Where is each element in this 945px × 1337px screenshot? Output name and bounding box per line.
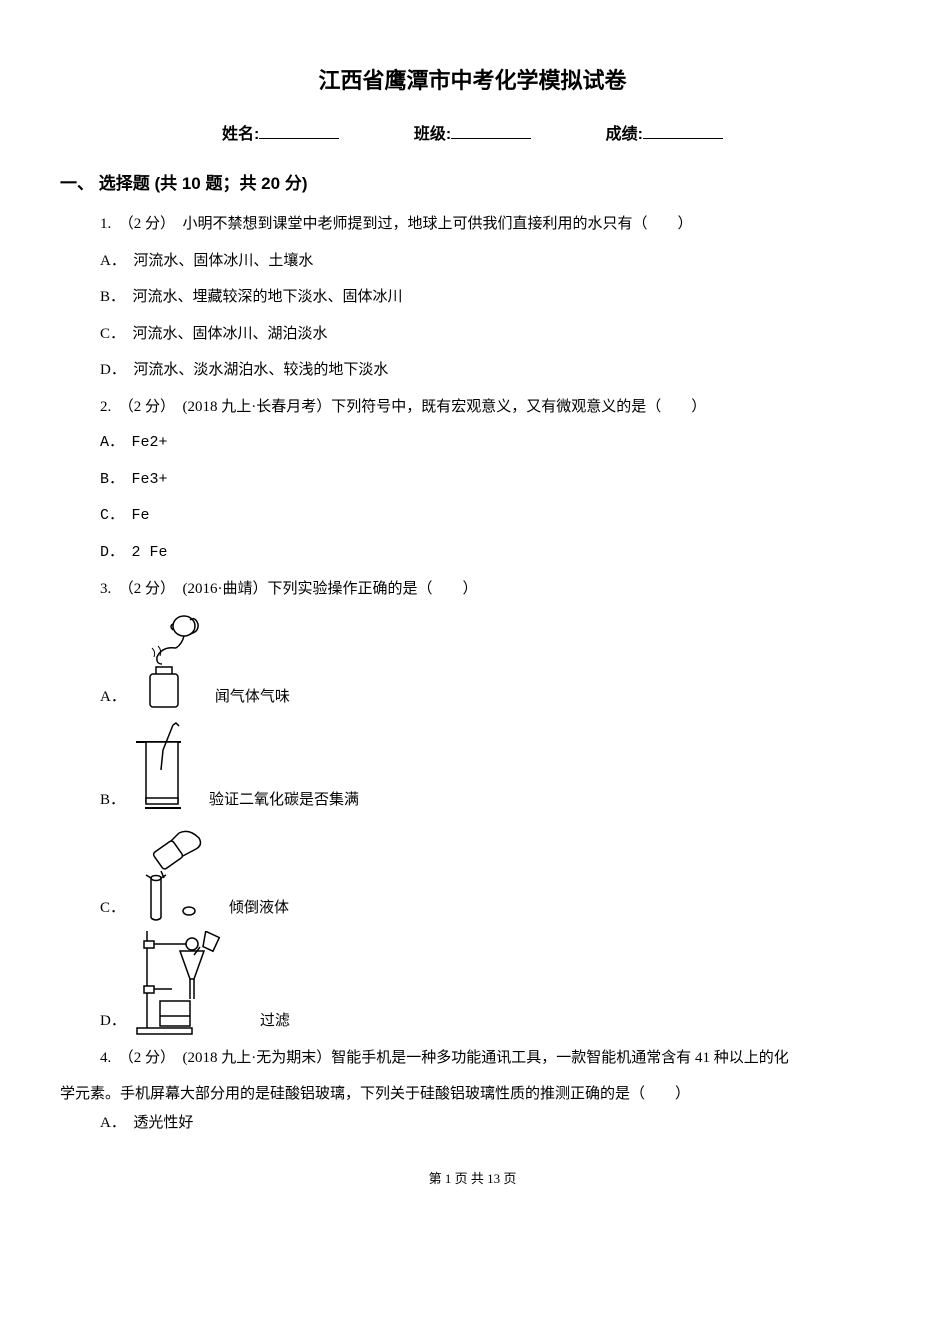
q1-option-c: C． 河流水、固体冰川、湖泊淡水 (100, 320, 885, 349)
q4-stem-line2: 学元素。手机屏幕大部分用的是硅酸铝玻璃，下列关于硅酸铝玻璃性质的推测正确的是（ … (60, 1080, 885, 1109)
score-blank (643, 138, 723, 139)
footer-total: 13 (484, 1171, 500, 1186)
q1-option-b: B． 河流水、埋藏较深的地下淡水、固体冰川 (100, 283, 885, 312)
q1-stem: 1. （2 分） 小明不禁想到课堂中老师提到过，地球上可供我们直接利用的水只有（… (100, 210, 885, 239)
q3-d-label: D． (100, 1007, 126, 1036)
pour-liquid-icon (131, 823, 221, 923)
q3-b-text: 验证二氧化碳是否集满 (209, 786, 359, 815)
q3-option-b: B． 验证二氧化碳是否集满 (100, 720, 885, 815)
q3-a-label: A． (100, 683, 126, 712)
section-heading: 一、 选择题 (共 10 题；共 20 分) (60, 168, 885, 200)
footer-mid: 页 共 (451, 1171, 484, 1186)
q3-a-text: 闻气体气味 (215, 683, 290, 712)
footer-suffix: 页 (500, 1171, 516, 1186)
q3-c-label: C． (100, 894, 125, 923)
q2-stem: 2. （2 分） (2018 九上·长春月考）下列符号中，既有宏观意义，又有微观… (100, 393, 885, 422)
q4-stem-line1: 4. （2 分） (2018 九上·无为期末）智能手机是一种多功能通讯工具，一款… (100, 1044, 885, 1073)
q2-option-b: B． Fe3+ (100, 466, 885, 495)
q4-option-a: A． 透光性好 (100, 1109, 885, 1138)
paper-title: 江西省鹰潭市中考化学模拟试卷 (60, 60, 885, 102)
q3-option-a: A． 闻气体气味 (100, 612, 885, 712)
student-info-line: 姓名: 班级: 成绩: (60, 120, 885, 150)
q3-stem: 3. （2 分） (2016·曲靖）下列实验操作正确的是（ ） (100, 575, 885, 604)
co2-full-icon (131, 720, 201, 815)
smell-gas-icon (132, 612, 207, 712)
q1-option-a: A． 河流水、固体冰川、土壤水 (100, 247, 885, 276)
q3-b-label: B． (100, 786, 125, 815)
score-label: 成绩: (606, 126, 643, 143)
q3-d-text: 过滤 (260, 1007, 290, 1036)
q1-option-d: D． 河流水、淡水湖泊水、较浅的地下淡水 (100, 356, 885, 385)
q3-c-text: 倾倒液体 (229, 894, 289, 923)
q2-option-d: D． 2 Fe (100, 539, 885, 568)
footer-prefix: 第 (429, 1171, 445, 1186)
page-footer: 第 1 页 共 13 页 (60, 1167, 885, 1192)
q3-option-d: D． 过滤 (100, 931, 885, 1036)
filter-icon (132, 931, 252, 1036)
name-label: 姓名: (222, 126, 259, 143)
q3-option-c: C． 倾倒液体 (100, 823, 885, 923)
q2-option-a: A． Fe2+ (100, 429, 885, 458)
class-blank (451, 138, 531, 139)
q2-option-c: C． Fe (100, 502, 885, 531)
class-label: 班级: (414, 126, 451, 143)
name-blank (259, 138, 339, 139)
